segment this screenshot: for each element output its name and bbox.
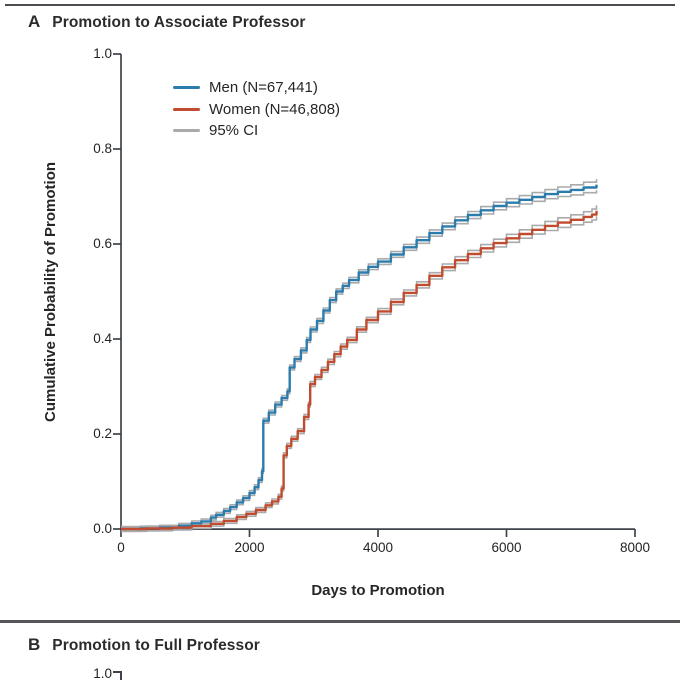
legend-label-ci: 95% CI (209, 122, 259, 140)
legend-item-ci: 95% CI (173, 120, 340, 142)
ci-upper (121, 179, 598, 528)
x-tick-label: 2000 (234, 540, 265, 555)
x-tick-label: 8000 (619, 540, 651, 555)
women-line-swatch (173, 107, 200, 111)
x-tick-label: 6000 (491, 540, 522, 555)
panel-b-header: B Promotion to Full Professor (28, 635, 260, 655)
panel-a-title: Promotion to Associate Professor (52, 14, 306, 31)
panel-b-axis-tick (113, 671, 122, 673)
panel-a-label: A (28, 12, 41, 31)
x-tick-label: 0 (117, 540, 125, 555)
x-axis-title: Days to Promotion (311, 582, 445, 599)
legend-label-women: Women (N=46,808) (209, 100, 341, 118)
y-tick-label: 0.2 (93, 426, 112, 441)
panel-b-axis-line (120, 671, 122, 680)
legend-item-women: Women (N=46,808) (173, 99, 340, 121)
km-plot-associate-professor (113, 53, 636, 537)
ci-lower (121, 190, 598, 533)
curve-men (121, 184, 598, 531)
panel-b-label: B (28, 635, 41, 654)
ci-upper (121, 205, 598, 528)
panel-divider (0, 620, 680, 623)
y-tick-label: 0.0 (93, 521, 112, 536)
legend: Men (N=67,441) Women (N=46,808) 95% CI (173, 77, 340, 142)
y-axis-title: Cumulative Probability of Promotion (42, 161, 59, 423)
panel-a-header: A Promotion to Associate Professor (28, 12, 306, 32)
legend-item-men: Men (N=67,441) (173, 77, 340, 99)
legend-label-men: Men (N=67,441) (209, 79, 318, 97)
y-tick-label: 1.0 (93, 46, 112, 61)
y-tick-label: 0.4 (93, 331, 112, 346)
ci-line-swatch (173, 129, 200, 133)
y-tick-label: 0.6 (93, 236, 112, 251)
ci-lower (121, 216, 598, 533)
curve-women (121, 210, 598, 531)
men-line-swatch (173, 86, 200, 90)
y-tick-label: 0.8 (93, 141, 112, 156)
panel-b-title: Promotion to Full Professor (52, 637, 260, 654)
panel-b-y-tick-label: 1.0 (93, 666, 112, 680)
x-tick-label: 4000 (362, 540, 394, 555)
figure-top-border (5, 4, 675, 6)
